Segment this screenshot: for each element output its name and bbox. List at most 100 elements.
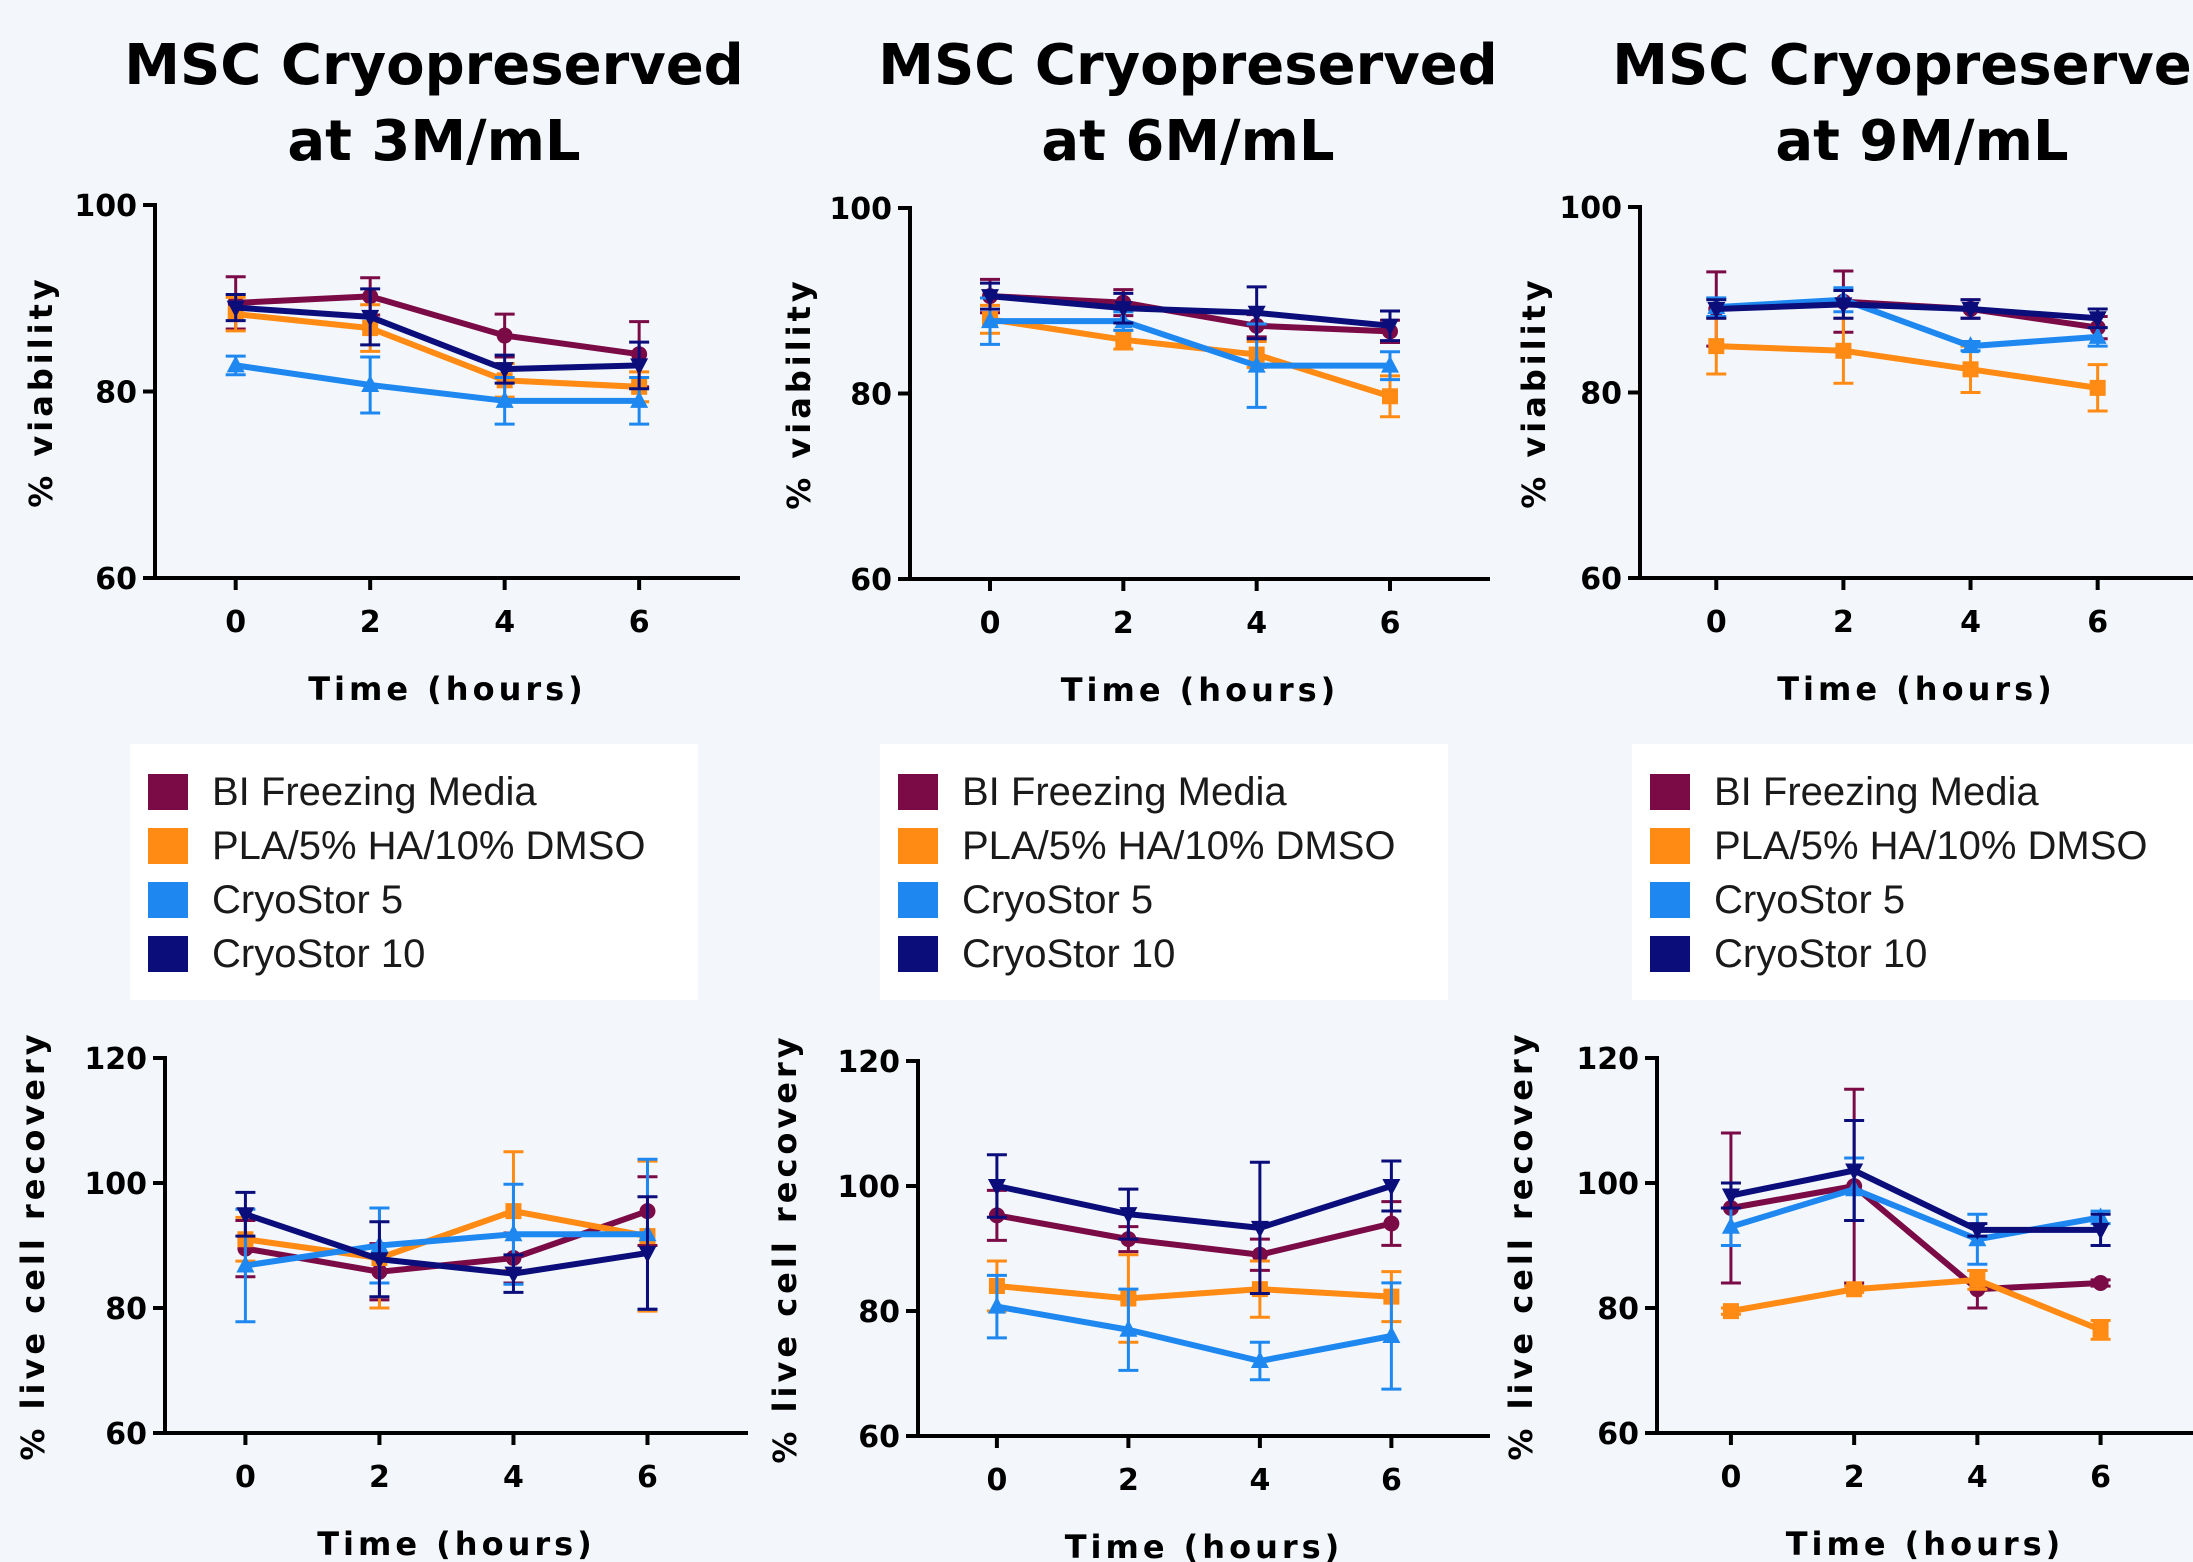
y-tick-label: 100 <box>837 1170 900 1205</box>
legend-item-cs10: CryoStor 10 <box>148 928 425 980</box>
series-line <box>235 304 640 373</box>
x-tick-label: 2 <box>369 1460 390 1495</box>
legend-swatch <box>1650 774 1690 810</box>
chart-5: 60 80 100 120 0 2 4 6 Time (hours) % live cell re… <box>766 1033 1490 1562</box>
series-line <box>235 311 640 390</box>
legend-label: PLA/5% HA/10% DMSO <box>212 823 646 868</box>
data-point <box>2092 1321 2109 1338</box>
chart-title-9m: MSC Cryopreserved at 9M/mL <box>1552 28 2193 180</box>
legend-swatch <box>148 882 188 918</box>
legend-label: BI Freezing Media <box>212 769 537 814</box>
legend-swatch <box>898 936 938 972</box>
series-line <box>1730 1183 2101 1293</box>
chart-title-line1: MSC Cryopreserved <box>124 33 744 98</box>
data-point <box>1721 1188 1740 1206</box>
data-point <box>1119 1207 1138 1225</box>
chart-title-6m: MSC Cryopreserved at 6M/mL <box>818 28 1558 180</box>
data-point <box>1382 1326 1401 1343</box>
series-line <box>1730 1167 2101 1233</box>
legend-swatch <box>148 936 188 972</box>
y-tick-label: 80 <box>95 376 137 411</box>
data-point <box>1834 297 1853 315</box>
legend-label: PLA/5% HA/10% DMSO <box>962 823 1396 868</box>
data-point <box>1381 355 1399 373</box>
y-axis-label: % live cell recovery <box>14 1030 52 1460</box>
data-point <box>1961 302 1980 320</box>
series-line <box>1716 343 2099 391</box>
series-line <box>989 293 1391 329</box>
series-cryostor-10 <box>235 1190 658 1311</box>
series-line <box>989 316 1391 400</box>
y-tick-label: 120 <box>84 1042 147 1077</box>
legend-label: BI Freezing Media <box>1714 769 2039 814</box>
y-tick-label: 60 <box>95 562 137 597</box>
legend-label: PLA/5% HA/10% DMSO <box>1714 823 2148 868</box>
series-line <box>996 1303 1392 1364</box>
legend-item-cs10: CryoStor 10 <box>898 928 1175 980</box>
chart-title-line2: at 3M/mL <box>287 109 581 174</box>
legend-swatch <box>898 774 938 810</box>
y-tick-label: 60 <box>850 563 892 598</box>
x-tick-label: 2 <box>1844 1460 1865 1495</box>
y-tick-label: 60 <box>858 1420 900 1455</box>
x-tick-label: 4 <box>1960 605 1981 640</box>
legend-6m: BI Freezing Media PLA/5% HA/10% DMSO Cry… <box>880 744 1448 1000</box>
chart-title-line2: at 6M/mL <box>1041 109 1335 174</box>
y-tick-label: 120 <box>837 1045 900 1080</box>
legend-label: CryoStor 10 <box>962 931 1176 976</box>
series-line <box>996 1183 1393 1231</box>
legend-item-cs5: CryoStor 5 <box>1650 874 1905 926</box>
legend-swatch <box>1650 936 1690 972</box>
data-point <box>2089 379 2106 396</box>
y-tick-label: 100 <box>1576 1167 1639 1202</box>
legend-item-cs5: CryoStor 5 <box>898 874 1153 926</box>
legend-9m: BI Freezing Media PLA/5% HA/10% DMSO Cry… <box>1632 744 2193 1000</box>
series-pla-5-ha-10-dmso <box>1706 316 2108 413</box>
y-axis-label: % viability <box>22 275 60 508</box>
x-tick-label: 0 <box>225 605 246 640</box>
legend-label: CryoStor 5 <box>962 877 1154 922</box>
x-tick-label: 4 <box>1967 1460 1988 1495</box>
legend-item-cs5: CryoStor 5 <box>148 874 403 926</box>
data-point <box>2088 326 2107 344</box>
data-point <box>1969 1271 1986 1288</box>
data-point <box>226 355 245 373</box>
legend-item-pla: PLA/5% HA/10% DMSO <box>1650 820 2148 872</box>
series-cryostor-10 <box>225 287 650 391</box>
series-cryostor-10 <box>1706 288 2108 330</box>
y-tick-label: 100 <box>1559 191 1622 226</box>
x-tick-label: 6 <box>2090 1460 2111 1495</box>
y-tick-label: 60 <box>105 1417 147 1452</box>
data-point <box>1247 355 1266 373</box>
data-point <box>2091 1222 2110 1240</box>
x-axis-label: Time (hours) <box>1786 1525 2065 1562</box>
series-line <box>1716 301 2098 322</box>
y-tick-label: 80 <box>1597 1292 1639 1327</box>
data-point <box>1247 305 1266 323</box>
legend-item-bi: BI Freezing Media <box>148 766 537 818</box>
series-cryostor-5 <box>986 1273 1402 1391</box>
legend-item-pla: PLA/5% HA/10% DMSO <box>898 820 1396 872</box>
x-tick-label: 4 <box>503 1460 524 1495</box>
x-tick-label: 2 <box>1118 1463 1139 1498</box>
series-pla-5-ha-10-dmso <box>1720 1269 2111 1341</box>
x-axis-label: Time (hours) <box>1065 1528 1344 1562</box>
x-tick-label: 4 <box>494 605 515 640</box>
data-point <box>630 390 649 408</box>
x-tick-label: 6 <box>1380 606 1401 641</box>
data-point <box>981 311 999 329</box>
data-point <box>1708 338 1725 355</box>
chart-4: 60 80 100 120 0 2 4 6 Time (hours) % live cell re… <box>14 1030 748 1562</box>
x-tick-label: 4 <box>1246 606 1267 641</box>
series-line <box>990 318 1390 369</box>
data-point <box>1382 1179 1401 1196</box>
legend-label: CryoStor 10 <box>1714 931 1928 976</box>
data-point <box>2088 311 2107 329</box>
data-point <box>361 374 380 392</box>
x-axis-label: Time (hours) <box>1061 671 1340 709</box>
y-tick-label: 80 <box>858 1295 900 1330</box>
y-tick-label: 100 <box>74 189 137 224</box>
x-axis-label: Time (hours) <box>317 1525 596 1562</box>
x-tick-label: 0 <box>235 1460 256 1495</box>
